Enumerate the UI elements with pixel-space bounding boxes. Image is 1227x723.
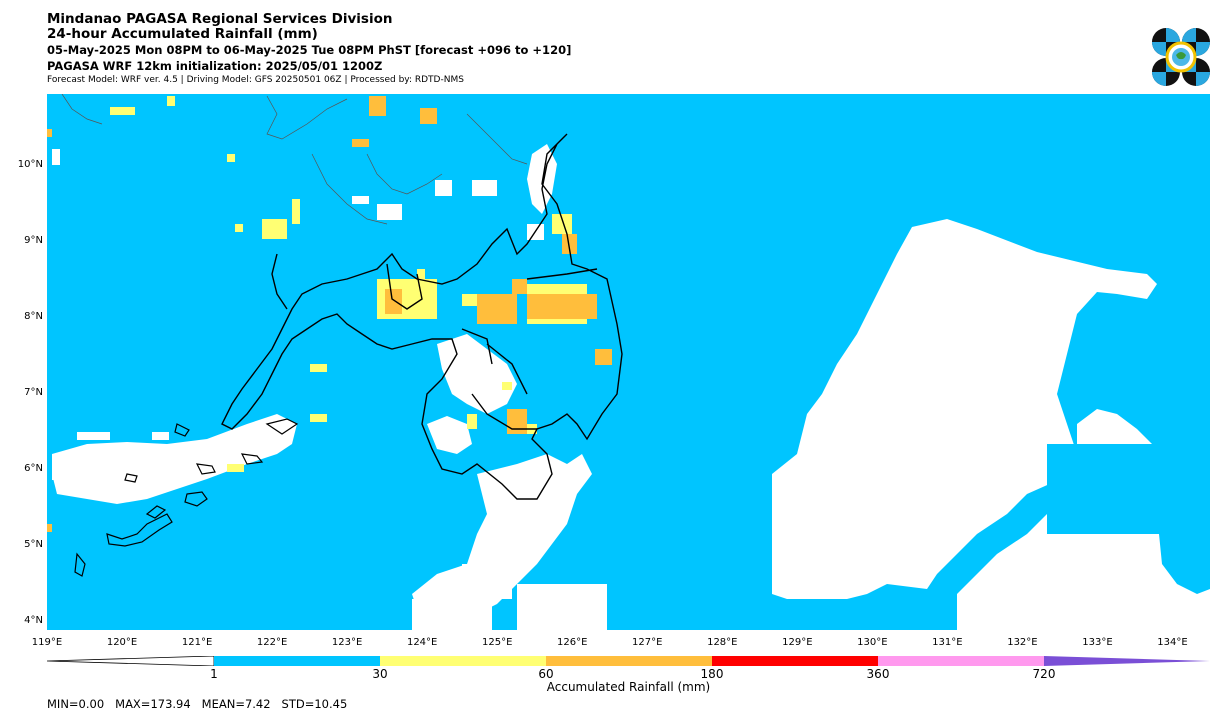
colorbar-tick-30: 30 [372, 667, 388, 681]
lon-tick-label: 119°E [31, 637, 63, 648]
pagasa-logo-icon [1152, 28, 1210, 86]
colorbar-title: Accumulated Rainfall (mm) [546, 680, 711, 694]
rainfall-map [47, 94, 1210, 630]
visayas-coastline [61, 94, 528, 225]
lat-tick-label: 5°N [24, 539, 43, 551]
lon-tick-label: 121°E [181, 637, 213, 648]
lon-tick-label: 127°E [632, 637, 663, 648]
lon-tick-label: 130°E [857, 637, 888, 648]
lon-tick-label: 128°E [707, 637, 738, 648]
model-initialization: PAGASA WRF 12km initialization: 2025/05/… [47, 59, 383, 73]
lon-tick-label: 123°E [331, 637, 363, 648]
lon-tick-label: 129°E [782, 637, 813, 648]
colorbar-tick-360: 360 [866, 667, 890, 681]
lon-tick-label: 122°E [256, 637, 288, 648]
colorbar [47, 656, 1210, 666]
lon-tick-label: 124°E [406, 637, 438, 648]
stat-min: MIN=0.00 [47, 697, 105, 711]
colorbar-tick-60: 60 [538, 667, 554, 681]
lat-tick-label: 7°N [24, 387, 43, 399]
lon-tick-label: 131°E [932, 637, 963, 648]
lat-tick-label: 9°N [24, 235, 43, 247]
map-subtitle: 24-hour Accumulated Rainfall (mm) [47, 26, 318, 42]
lon-tick-label: 133°E [1082, 637, 1113, 648]
model-info: Forecast Model: WRF ver. 4.5 | Driving M… [47, 75, 464, 85]
lon-tick-label: 134°E [1157, 637, 1188, 648]
lon-tick-label: 125°E [481, 637, 513, 648]
rain-60-180 [47, 96, 612, 532]
sulu-islands [74, 418, 299, 577]
stat-std: STD=10.45 [281, 697, 348, 711]
lat-tick-label: 6°N [24, 463, 43, 475]
lat-tick-label: 4°N [24, 615, 43, 627]
lat-tick-label: 8°N [24, 311, 43, 323]
map-title: Mindanao PAGASA Regional Services Divisi… [47, 11, 393, 27]
colorbar-tick-1: 1 [210, 667, 218, 681]
stat-max: MAX=173.94 [115, 697, 191, 711]
forecast-period: 05-May-2025 Mon 08PM to 06-May-2025 Tue … [47, 43, 572, 57]
lon-tick-label: 132°E [1007, 637, 1038, 648]
colorbar-tick-180: 180 [700, 667, 724, 681]
lon-tick-label: 120°E [106, 637, 138, 648]
colorbar-tick-720: 720 [1032, 667, 1056, 681]
stat-mean: MEAN=7.42 [201, 697, 271, 711]
lon-tick-label: 126°E [557, 637, 588, 648]
lat-tick-label: 10°N [17, 159, 43, 171]
statistics: MIN=0.00 MAX=173.94 MEAN=7.42 STD=10.45 [47, 697, 347, 711]
mindanao-coastline [221, 133, 623, 500]
no-rain-areas [52, 144, 1210, 630]
